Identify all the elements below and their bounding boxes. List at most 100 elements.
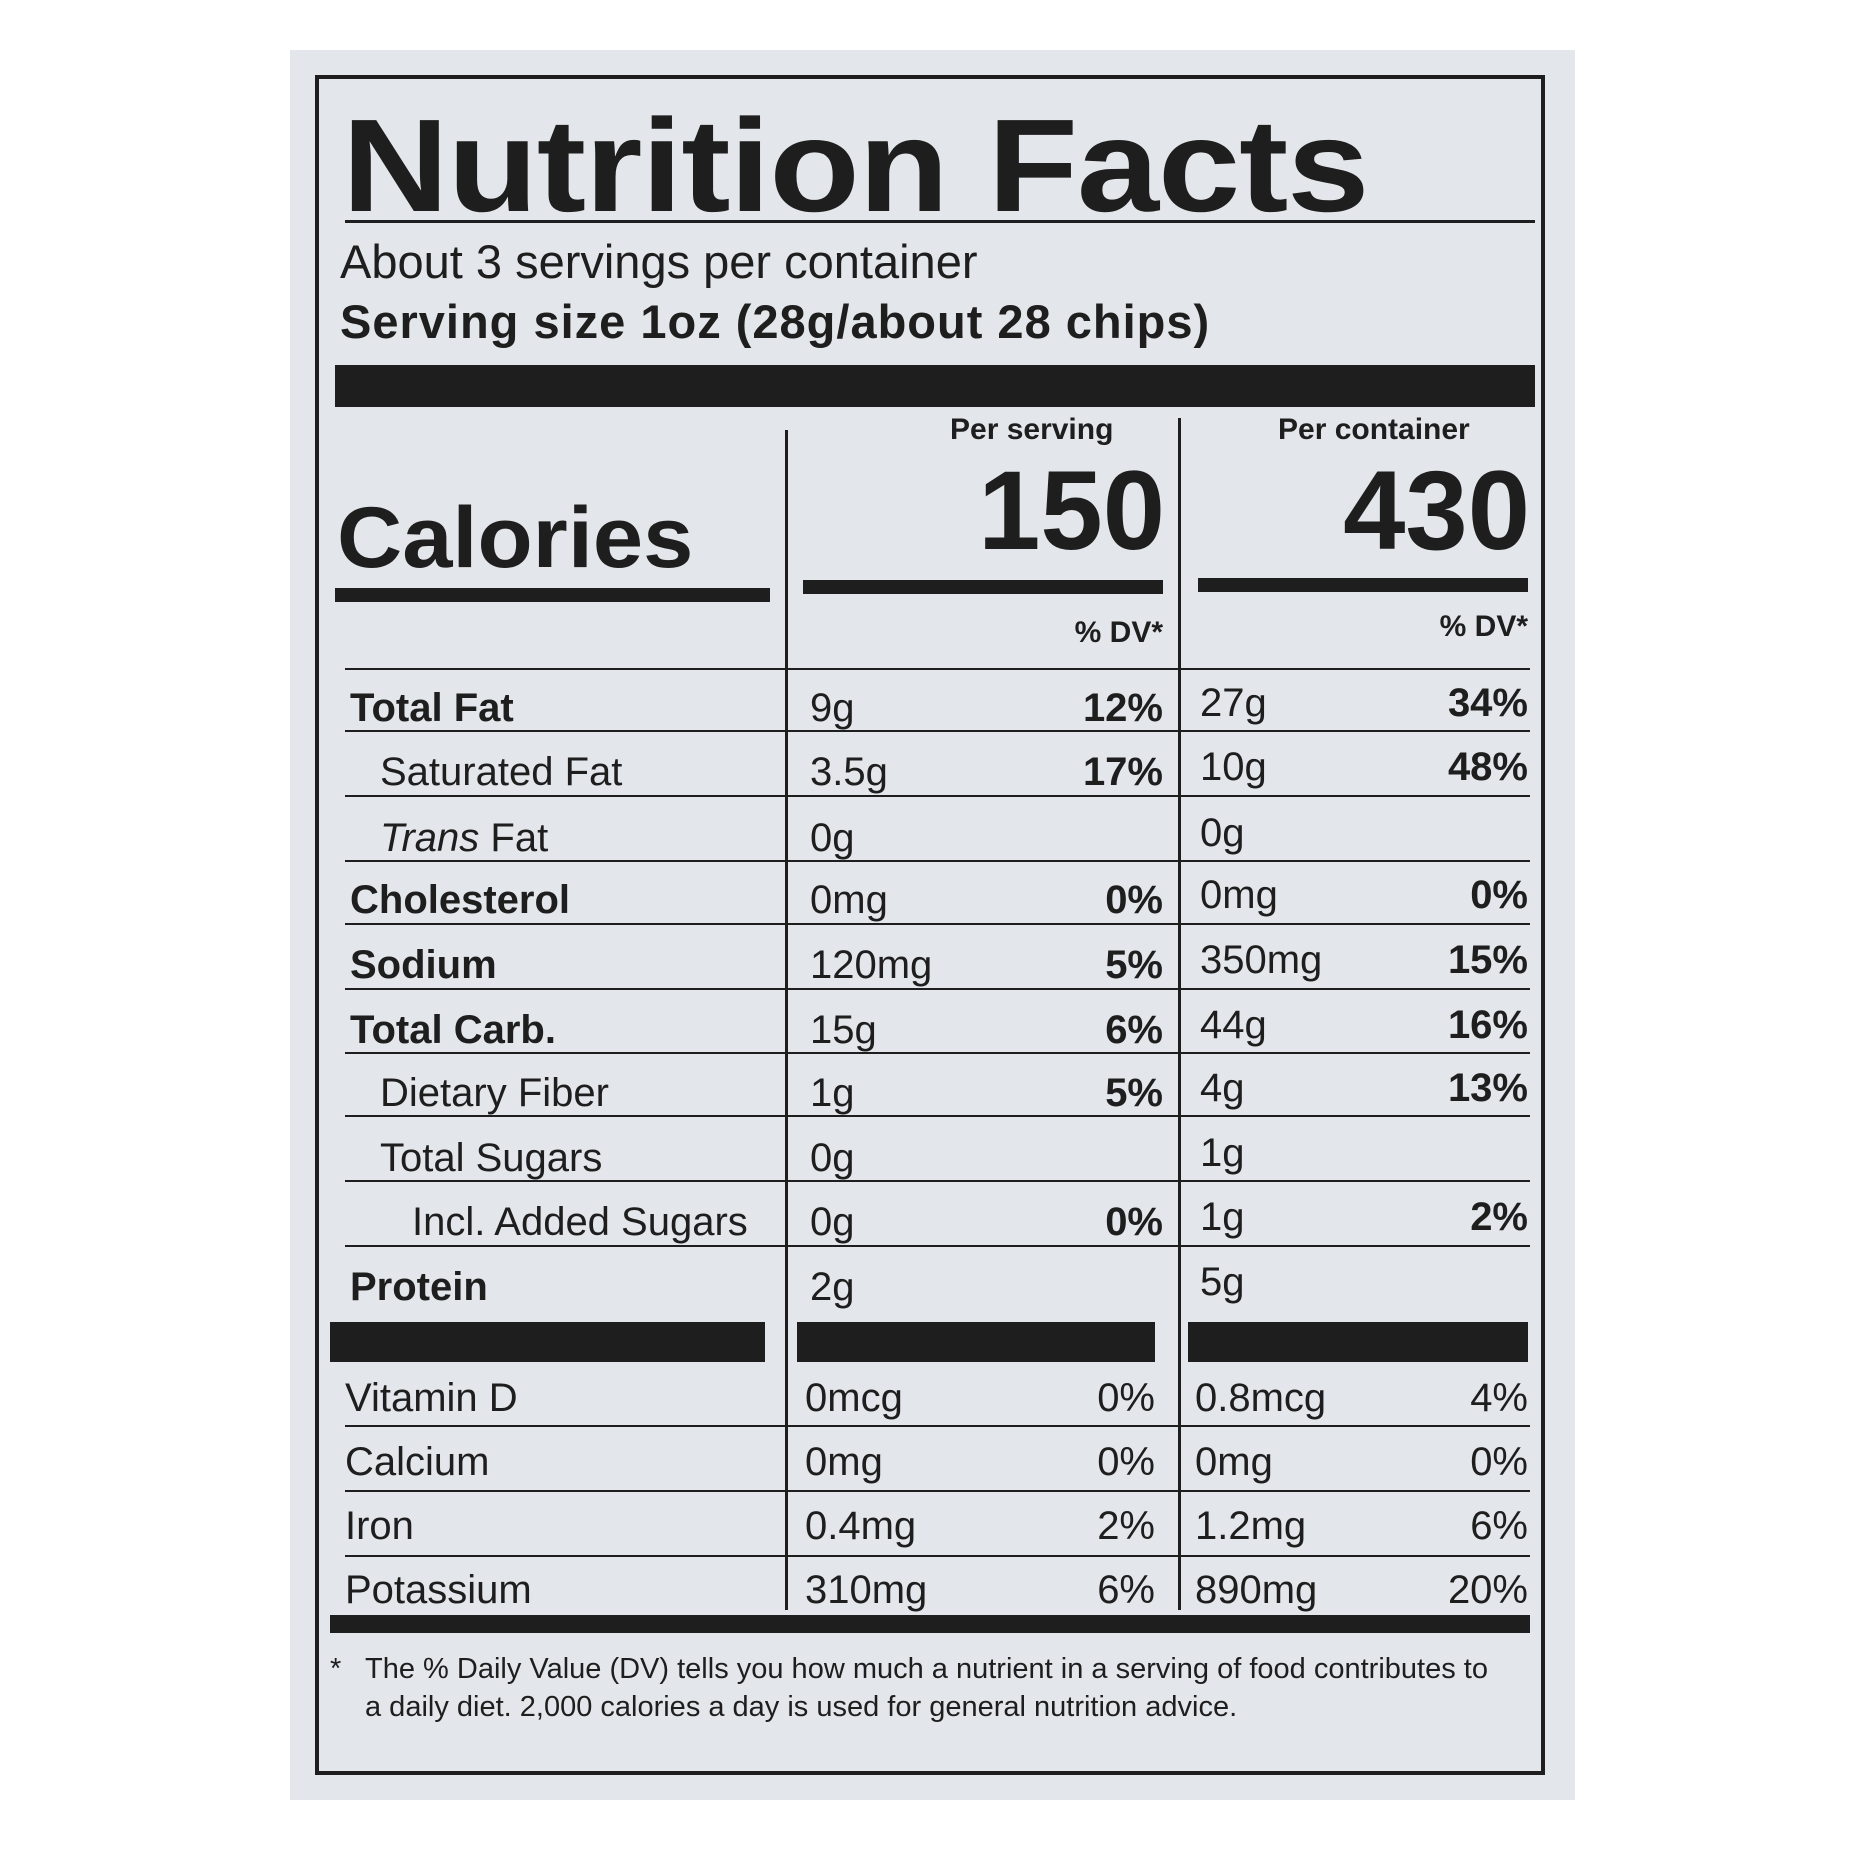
- vitamin-container-dv: 4%: [1470, 1376, 1528, 1420]
- container-amount: 4g: [1200, 1066, 1245, 1110]
- nutrient-name: Sodium: [350, 943, 497, 987]
- serving-amount: 3.5g: [810, 750, 888, 794]
- trans-rest: Fat: [479, 816, 549, 860]
- dv-header-container: % DV*: [1439, 610, 1528, 643]
- vitamin-serving-amount: 0mg: [805, 1440, 883, 1484]
- calories-rule-label: [335, 588, 770, 602]
- footnote-star: *: [330, 1653, 342, 1685]
- nutrient-name: Saturated Fat: [380, 750, 623, 794]
- vitamin-row-divider: [345, 1490, 1530, 1492]
- serving-amount: 15g: [810, 1008, 877, 1052]
- serving-amount: 2g: [810, 1265, 855, 1309]
- dv-header-serving: % DV*: [1074, 616, 1163, 649]
- footnote-text: The % Daily Value (DV) tells you how muc…: [365, 1653, 1488, 1723]
- vitamin-name: Calcium: [345, 1440, 490, 1484]
- vitamin-bar-label: [330, 1322, 765, 1362]
- nutrient-name: Total Carb.: [350, 1008, 556, 1052]
- serving-dv: 0%: [1105, 1200, 1163, 1244]
- calories-rule-container: [1198, 578, 1528, 592]
- divider-serving: [785, 430, 788, 1610]
- nutrition-facts-panel: [315, 75, 1545, 1775]
- vitamin-bar-serving: [797, 1322, 1155, 1362]
- serving-dv: 6%: [1105, 1008, 1163, 1052]
- serving-amount: 0mg: [810, 878, 888, 922]
- nutrient-name: Incl. Added Sugars: [412, 1200, 748, 1244]
- serving-amount: 0g: [810, 1200, 855, 1244]
- container-amount: 44g: [1200, 1003, 1267, 1047]
- vitamin-serving-dv: 6%: [1097, 1568, 1155, 1612]
- vitamin-name: Potassium: [345, 1568, 532, 1612]
- container-amount: 0mg: [1200, 873, 1278, 917]
- container-dv: 15%: [1447, 938, 1528, 982]
- container-dv: 0%: [1470, 873, 1528, 917]
- calories-label: Calories: [337, 490, 694, 586]
- servings-per-container: About 3 servings per container: [340, 235, 978, 288]
- thick-rule-bottom: [330, 1615, 1530, 1633]
- vitamin-name: Iron: [345, 1504, 414, 1548]
- thick-rule-top: [335, 365, 1535, 407]
- serving-dv: 5%: [1105, 943, 1163, 987]
- container-amount: 350mg: [1200, 938, 1323, 982]
- container-amount: 27g: [1200, 681, 1267, 725]
- container-amount: 0g: [1200, 811, 1245, 855]
- vitamin-serving-dv: 0%: [1097, 1376, 1155, 1420]
- per-serving-header: Per serving: [950, 413, 1114, 446]
- trans-italic: Trans: [380, 816, 480, 860]
- container-amount: 1g: [1200, 1131, 1245, 1175]
- serving-dv: 5%: [1105, 1071, 1163, 1115]
- serving-dv: 0%: [1105, 878, 1163, 922]
- vitamin-container-dv: 0%: [1470, 1440, 1528, 1484]
- calories-per-container: 430: [1343, 448, 1530, 573]
- package-background: [290, 50, 1575, 1800]
- vitamin-container-amount: 890mg: [1195, 1568, 1318, 1612]
- calories-rule-serving: [803, 580, 1163, 594]
- serving-dv: 12%: [1082, 686, 1163, 730]
- vitamin-serving-amount: 0.4mg: [805, 1504, 917, 1548]
- nutrient-name: Protein: [350, 1265, 488, 1309]
- serving-amount: 9g: [810, 686, 855, 730]
- vitamin-container-dv: 20%: [1447, 1568, 1528, 1612]
- serving-dv: 17%: [1082, 750, 1163, 794]
- vitamin-container-amount: 1.2mg: [1195, 1504, 1307, 1548]
- calories-per-serving: 150: [978, 448, 1165, 573]
- container-dv: 2%: [1470, 1195, 1528, 1239]
- container-amount: 5g: [1200, 1260, 1245, 1304]
- row-divider: [345, 795, 1530, 797]
- container-amount: 1g: [1200, 1195, 1245, 1239]
- row-divider: [345, 923, 1530, 925]
- nutrient-name: Cholesterol: [350, 878, 571, 922]
- serving-size: Serving size 1oz (28g/about 28 chips): [340, 295, 1211, 348]
- vitamin-container-amount: 0.8mcg: [1195, 1376, 1327, 1420]
- container-dv: 13%: [1447, 1066, 1528, 1110]
- vitamin-serving-amount: 310mg: [805, 1568, 928, 1612]
- vitamin-name: Vitamin D: [345, 1376, 518, 1420]
- vitamin-bar-container: [1188, 1322, 1528, 1362]
- nutrient-name-trans-fat: Trans Fat: [380, 818, 548, 858]
- container-dv: 34%: [1447, 681, 1528, 725]
- vitamin-serving-amount: 0mcg: [805, 1376, 903, 1420]
- serving-amount: 1g: [810, 1071, 855, 1115]
- container-amount: 10g: [1200, 745, 1267, 789]
- row-divider: [345, 1245, 1530, 1247]
- nutrient-name: Dietary Fiber: [380, 1071, 609, 1115]
- title-rule: [345, 220, 1535, 223]
- row-divider: [345, 860, 1530, 862]
- container-dv: 48%: [1447, 745, 1528, 789]
- vitamin-serving-dv: 2%: [1097, 1504, 1155, 1548]
- row-divider: [345, 730, 1530, 732]
- dv-header-divider: [345, 668, 1530, 670]
- serving-amount: 120mg: [810, 943, 933, 987]
- vitamin-container-amount: 0mg: [1195, 1440, 1273, 1484]
- row-divider: [345, 1180, 1530, 1182]
- label-title: Nutrition Facts: [342, 92, 1369, 239]
- vitamin-container-dv: 6%: [1470, 1504, 1528, 1548]
- nutrient-name: Total Fat: [350, 686, 514, 730]
- row-divider: [345, 1115, 1530, 1117]
- serving-amount: 0g: [810, 1136, 855, 1180]
- row-divider: [345, 988, 1530, 990]
- divider-container: [1178, 418, 1181, 1610]
- vitamin-row-divider: [345, 1555, 1530, 1557]
- per-container-header: Per container: [1278, 413, 1470, 446]
- vitamin-serving-dv: 0%: [1097, 1440, 1155, 1484]
- vitamin-row-divider: [345, 1425, 1530, 1427]
